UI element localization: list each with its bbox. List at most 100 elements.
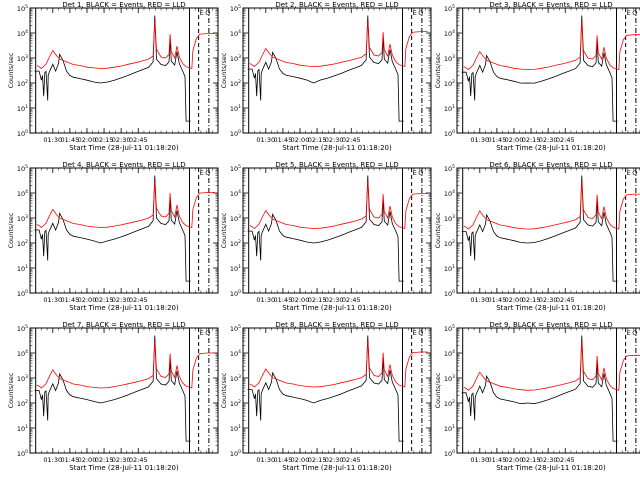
x-tick-label: 02:45 — [129, 456, 148, 464]
panel-title: Det 7, BLACK = Events, RED = LLD — [62, 321, 185, 329]
y-tick-label: 105 — [17, 4, 28, 13]
y-tick-label: 103 — [230, 374, 241, 383]
y-tick-label: 101 — [444, 424, 455, 433]
panel-title: Det 6, BLACK = Events, RED = LLD — [489, 161, 612, 169]
x-tick-label: 01:45 — [488, 456, 507, 464]
panel-det-2: Det 2, BLACK = Events, RED = LLD 100 101 10… — [220, 1, 432, 152]
x-tick-label: 02:00 — [78, 296, 97, 304]
marker-label-o: O — [418, 169, 423, 177]
y-tick-label: 100 — [444, 129, 455, 138]
marker-label-e: E — [200, 169, 204, 177]
x-tick-label: 02:30 — [325, 456, 344, 464]
y-axis-label: Counts/sec — [7, 52, 15, 88]
y-tick-label: 101 — [17, 264, 28, 273]
y-tick-label: 101 — [230, 264, 241, 273]
x-tick-label: 02:15 — [95, 456, 114, 464]
y-tick-label: 105 — [17, 324, 28, 333]
plot-frame — [29, 167, 219, 294]
y-tick-label: 105 — [444, 324, 455, 333]
series-events-line — [34, 175, 191, 282]
y-tick-label: 101 — [17, 104, 28, 113]
x-tick-label: 02:15 — [522, 136, 541, 144]
x-tick-label: 02:15 — [308, 456, 327, 464]
marker-label-e: E — [627, 169, 631, 177]
panel-title: Det 3, BLACK = Events, RED = LLD — [489, 1, 612, 9]
y-axis-label: Counts/sec — [7, 212, 15, 248]
x-tick-label: 02:00 — [78, 136, 97, 144]
x-axis-label: Start Time (28-Jul-11 01:18:20) — [69, 144, 179, 152]
x-tick-label: 02:00 — [505, 456, 524, 464]
marker-label-e: E — [627, 329, 631, 337]
x-tick-label: 01:30 — [470, 296, 489, 304]
series-events-line — [247, 175, 404, 282]
series-events-line — [461, 15, 618, 122]
x-tick-label: 01:45 — [61, 136, 80, 144]
panel-det-7: Det 7, BLACK = Events, RED = LLD 100 101 10… — [7, 321, 219, 472]
x-tick-label: 02:30 — [539, 296, 558, 304]
y-tick-label: 102 — [230, 79, 241, 88]
panel-title: Det 8, BLACK = Events, RED = LLD — [275, 321, 398, 329]
y-tick-label: 104 — [230, 29, 241, 38]
plot-frame — [456, 7, 640, 134]
x-tick-label: 01:30 — [256, 296, 275, 304]
series-lld-line — [463, 181, 640, 230]
x-tick-label: 02:45 — [342, 136, 361, 144]
x-tick-label: 02:00 — [505, 136, 524, 144]
marker-label-e: E — [200, 9, 204, 17]
y-tick-label: 100 — [230, 129, 241, 138]
x-tick-label: 02:30 — [325, 136, 344, 144]
y-axis-label: Counts/sec — [434, 52, 442, 88]
x-tick-label: 02:45 — [129, 136, 148, 144]
panel-title: Det 5, BLACK = Events, RED = LLD — [275, 161, 398, 169]
plot-frame — [29, 327, 219, 454]
y-tick-label: 105 — [230, 324, 241, 333]
y-tick-label: 100 — [230, 289, 241, 298]
y-tick-label: 103 — [17, 54, 28, 63]
x-tick-label: 01:45 — [488, 136, 507, 144]
x-tick-label: 02:30 — [539, 136, 558, 144]
marker-label-o: O — [418, 329, 423, 337]
marker-label-e: E — [413, 9, 417, 17]
x-tick-label: 02:15 — [95, 136, 114, 144]
y-tick-label: 100 — [17, 129, 28, 138]
panel-det-9: Det 9, BLACK = Events, RED = LLD 100 101 10… — [434, 321, 640, 472]
series-lld-line — [36, 341, 215, 389]
x-tick-label: 02:15 — [95, 296, 114, 304]
series-events-line — [34, 335, 191, 442]
x-tick-label: 02:00 — [291, 456, 310, 464]
x-tick-label: 02:15 — [522, 456, 541, 464]
x-tick-label: 02:00 — [291, 296, 310, 304]
x-tick-label: 02:15 — [522, 296, 541, 304]
x-axis-label: Start Time (28-Jul-11 01:18:20) — [69, 464, 179, 472]
series-events-line — [461, 175, 618, 282]
plot-frame — [242, 7, 432, 134]
x-tick-label: 01:45 — [61, 456, 80, 464]
marker-label-o: O — [418, 9, 423, 17]
x-tick-label: 01:30 — [256, 136, 275, 144]
panel-title: Det 4, BLACK = Events, RED = LLD — [62, 161, 185, 169]
y-axis-label: Counts/sec — [7, 372, 15, 408]
y-tick-label: 104 — [230, 189, 241, 198]
y-tick-label: 102 — [444, 79, 455, 88]
y-tick-label: 100 — [17, 289, 28, 298]
x-tick-label: 02:30 — [112, 456, 131, 464]
y-tick-label: 105 — [444, 164, 455, 173]
series-events-line — [34, 15, 191, 122]
x-axis-label: Start Time (28-Jul-11 01:18:20) — [282, 144, 392, 152]
x-tick-label: 02:00 — [291, 136, 310, 144]
x-tick-label: 01:30 — [43, 456, 62, 464]
marker-label-o: O — [632, 169, 637, 177]
marker-label-e: E — [413, 329, 417, 337]
series-events-line — [247, 335, 404, 442]
y-tick-label: 103 — [17, 374, 28, 383]
y-tick-label: 103 — [230, 214, 241, 223]
series-lld-line — [36, 21, 215, 70]
y-tick-label: 105 — [444, 4, 455, 13]
x-tick-label: 01:45 — [488, 296, 507, 304]
plot-frame — [242, 167, 432, 294]
x-tick-label: 01:45 — [274, 296, 293, 304]
plot-frame — [456, 327, 640, 454]
x-tick-label: 02:15 — [308, 296, 327, 304]
y-tick-label: 105 — [17, 164, 28, 173]
